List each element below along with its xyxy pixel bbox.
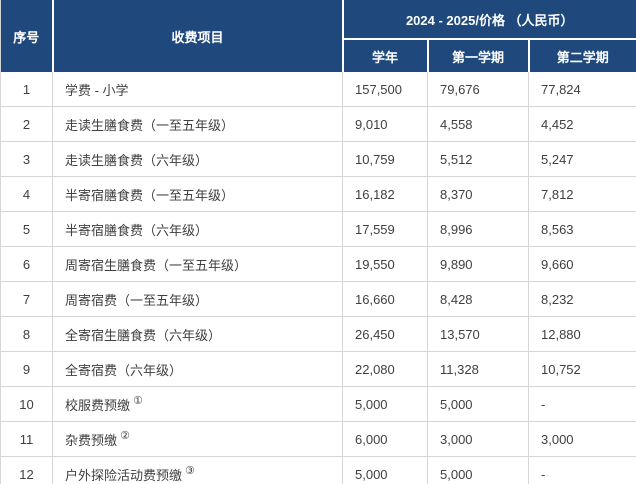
fee-item-label: 周寄宿生膳食费（一至五年级） xyxy=(65,257,248,273)
table-row: 4 半寄宿膳食费（一至五年级） 16,182 8,370 7,812 xyxy=(0,176,636,212)
column-header-item: 收费项目 xyxy=(52,0,344,72)
sem1-price-cell: 11,328 xyxy=(427,351,529,387)
year-price-cell: 19,550 xyxy=(342,246,428,282)
table-row: 8 全寄宿生膳食费（六年级） 26,450 13,570 12,880 xyxy=(0,316,636,352)
fee-item-cell: 走读生膳食费（一至五年级） xyxy=(52,106,343,142)
fee-item-label: 走读生膳食费（六年级） xyxy=(65,152,209,168)
sem1-price-cell: 5,000 xyxy=(427,456,529,484)
fee-item-label: 学费 - 小学 xyxy=(65,82,129,98)
fee-table-header: 序号 收费项目 2024 - 2025/价格 （人民币） 学年 第一学期 第二学… xyxy=(0,0,636,72)
fee-item-cell: 校服费预缴 ① xyxy=(52,386,343,422)
fee-item-label: 走读生膳食费（一至五年级） xyxy=(65,117,235,133)
fee-item-label: 周寄宿费（一至五年级） xyxy=(65,292,209,308)
fee-item-label: 户外探险活动费预缴 xyxy=(65,467,183,483)
year-price-cell: 17,559 xyxy=(342,211,428,247)
sem1-price-cell: 13,570 xyxy=(427,316,529,352)
fee-item-cell: 走读生膳食费（六年级） xyxy=(52,141,343,177)
year-price-cell: 6,000 xyxy=(342,421,428,457)
sem1-price-cell: 5,512 xyxy=(427,141,529,177)
fee-item-cell: 半寄宿膳食费（一至五年级） xyxy=(52,176,343,212)
year-price-cell: 5,000 xyxy=(342,456,428,484)
table-row: 3 走读生膳食费（六年级） 10,759 5,512 5,247 xyxy=(0,141,636,177)
fee-table-body: 1 学费 - 小学 157,500 79,676 77,824 2 走读生膳食费… xyxy=(0,72,636,484)
sem2-price-cell: 3,000 xyxy=(528,421,636,457)
year-price-cell: 22,080 xyxy=(342,351,428,387)
row-number: 6 xyxy=(0,246,53,282)
fee-item-cell: 周寄宿生膳食费（一至五年级） xyxy=(52,246,343,282)
year-price-cell: 16,182 xyxy=(342,176,428,212)
fee-item-cell: 全寄宿费（六年级） xyxy=(52,351,343,387)
sem2-price-cell: 5,247 xyxy=(528,141,636,177)
row-number: 5 xyxy=(0,211,53,247)
fee-item-cell: 学费 - 小学 xyxy=(52,72,343,107)
column-header-sem2: 第二学期 xyxy=(528,39,636,72)
sem2-price-cell: 77,824 xyxy=(528,72,636,107)
fee-item-label: 全寄宿生膳食费（六年级） xyxy=(65,327,222,343)
sem2-price-cell: - xyxy=(528,456,636,484)
sem2-price-cell: 9,660 xyxy=(528,246,636,282)
fee-item-label: 半寄宿膳食费（六年级） xyxy=(65,222,209,238)
table-row: 9 全寄宿费（六年级） 22,080 11,328 10,752 xyxy=(0,351,636,387)
row-number: 12 xyxy=(0,456,53,484)
table-row: 5 半寄宿膳食费（六年级） 17,559 8,996 8,563 xyxy=(0,211,636,247)
table-row: 7 周寄宿费（一至五年级） 16,660 8,428 8,232 xyxy=(0,281,636,317)
sem1-price-cell: 8,370 xyxy=(427,176,529,212)
table-row: 11 杂费预缴 ② 6,000 3,000 3,000 xyxy=(0,421,636,457)
table-row: 2 走读生膳食费（一至五年级） 9,010 4,558 4,452 xyxy=(0,106,636,142)
sem2-price-cell: 4,452 xyxy=(528,106,636,142)
header-row-top: 序号 收费项目 2024 - 2025/价格 （人民币） xyxy=(0,0,636,72)
sem1-price-cell: 8,428 xyxy=(427,281,529,317)
sem2-price-cell: 8,232 xyxy=(528,281,636,317)
row-number: 3 xyxy=(0,141,53,177)
sem1-price-cell: 4,558 xyxy=(427,106,529,142)
row-number: 2 xyxy=(0,106,53,142)
fee-item-cell: 全寄宿生膳食费（六年级） xyxy=(52,316,343,352)
row-number: 11 xyxy=(0,421,53,457)
row-number: 4 xyxy=(0,176,53,212)
sem1-price-cell: 5,000 xyxy=(427,386,529,422)
footnote-marker: ② xyxy=(120,430,130,443)
fee-item-cell: 周寄宿费（一至五年级） xyxy=(52,281,343,317)
column-header-no: 序号 xyxy=(0,0,54,72)
row-number: 10 xyxy=(0,386,53,422)
footnote-marker: ③ xyxy=(185,465,195,478)
row-number: 7 xyxy=(0,281,53,317)
sem1-price-cell: 8,996 xyxy=(427,211,529,247)
table-row: 1 学费 - 小学 157,500 79,676 77,824 xyxy=(0,72,636,107)
sem2-price-cell: - xyxy=(528,386,636,422)
row-number: 9 xyxy=(0,351,53,387)
column-header-sem1: 第一学期 xyxy=(427,39,530,72)
fee-item-cell: 杂费预缴 ② xyxy=(52,421,343,457)
row-number: 1 xyxy=(0,72,53,107)
year-price-cell: 157,500 xyxy=(342,72,428,107)
fee-item-cell: 半寄宿膳食费（六年级） xyxy=(52,211,343,247)
row-number: 8 xyxy=(0,316,53,352)
table-row: 6 周寄宿生膳食费（一至五年级） 19,550 9,890 9,660 xyxy=(0,246,636,282)
sem1-price-cell: 9,890 xyxy=(427,246,529,282)
sem1-price-cell: 79,676 xyxy=(427,72,529,107)
year-price-cell: 16,660 xyxy=(342,281,428,317)
sem2-price-cell: 7,812 xyxy=(528,176,636,212)
fee-item-label: 校服费预缴 xyxy=(65,397,131,413)
sem2-price-cell: 10,752 xyxy=(528,351,636,387)
fee-item-label: 杂费预缴 xyxy=(65,432,118,448)
year-price-cell: 9,010 xyxy=(342,106,428,142)
year-price-cell: 10,759 xyxy=(342,141,428,177)
table-row: 12 户外探险活动费预缴 ③ 5,000 5,000 - xyxy=(0,456,636,484)
column-header-year: 学年 xyxy=(342,39,429,72)
footnote-marker: ① xyxy=(133,395,143,408)
column-header-price-group: 2024 - 2025/价格 （人民币） xyxy=(342,0,636,40)
fee-item-label: 半寄宿膳食费（一至五年级） xyxy=(65,187,235,203)
year-price-cell: 26,450 xyxy=(342,316,428,352)
year-price-cell: 5,000 xyxy=(342,386,428,422)
fee-item-label: 全寄宿费（六年级） xyxy=(65,362,183,378)
fee-item-cell: 户外探险活动费预缴 ③ xyxy=(52,456,343,484)
sem2-price-cell: 12,880 xyxy=(528,316,636,352)
header-row-sub: 学年 第一学期 第二学期 xyxy=(1,39,636,72)
table-row: 10 校服费预缴 ① 5,000 5,000 - xyxy=(0,386,636,422)
sem1-price-cell: 3,000 xyxy=(427,421,529,457)
sem2-price-cell: 8,563 xyxy=(528,211,636,247)
